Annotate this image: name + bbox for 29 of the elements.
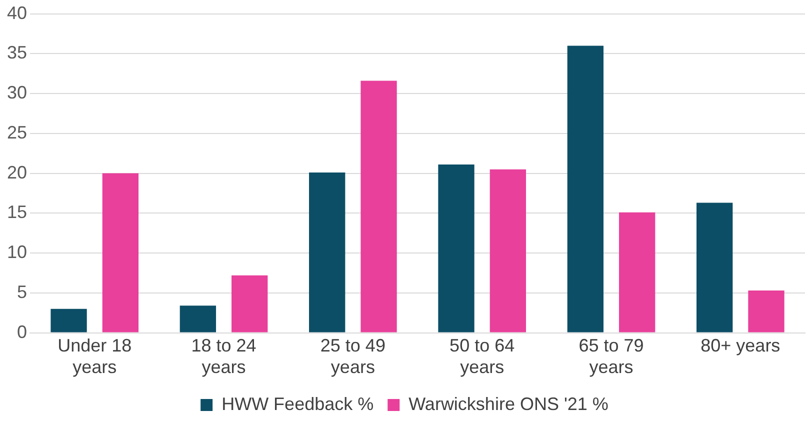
y-tick-label: 25: [6, 122, 28, 142]
y-tick-label: 10: [6, 242, 28, 262]
bar: [102, 173, 139, 332]
x-tick-label: 80+ years: [700, 336, 780, 356]
x-tick-label: 65 to 79 years: [578, 336, 644, 378]
bar: [567, 46, 604, 332]
bar: [696, 202, 733, 332]
x-tick-label: 25 to 49 years: [320, 336, 386, 378]
y-tick-label: 20: [6, 162, 28, 182]
x-tick-label: Under 18 years: [58, 336, 132, 378]
bar: [232, 275, 268, 332]
bar: [748, 290, 784, 332]
bar: [360, 80, 397, 332]
y-tick-label: 40: [6, 2, 28, 23]
y-tick-label: 35: [6, 42, 28, 63]
bar: [619, 212, 656, 332]
x-tick-label: 18 to 24 years: [191, 336, 256, 378]
bar: [438, 164, 474, 332]
y-tick-label: 15: [6, 202, 28, 222]
y-tick-label: 5: [17, 282, 28, 302]
bar: [309, 172, 346, 332]
y-tick-label: 0: [17, 322, 28, 342]
y-tick-label: 30: [6, 82, 28, 103]
legend-label: HWW Feedback %: [222, 394, 374, 414]
legend-label: Warwickshire ONS '21 %: [408, 394, 608, 414]
x-tick-label: 50 to 64 years: [450, 336, 515, 378]
bar: [50, 308, 87, 332]
bar: [180, 306, 216, 332]
bar: [490, 169, 526, 332]
